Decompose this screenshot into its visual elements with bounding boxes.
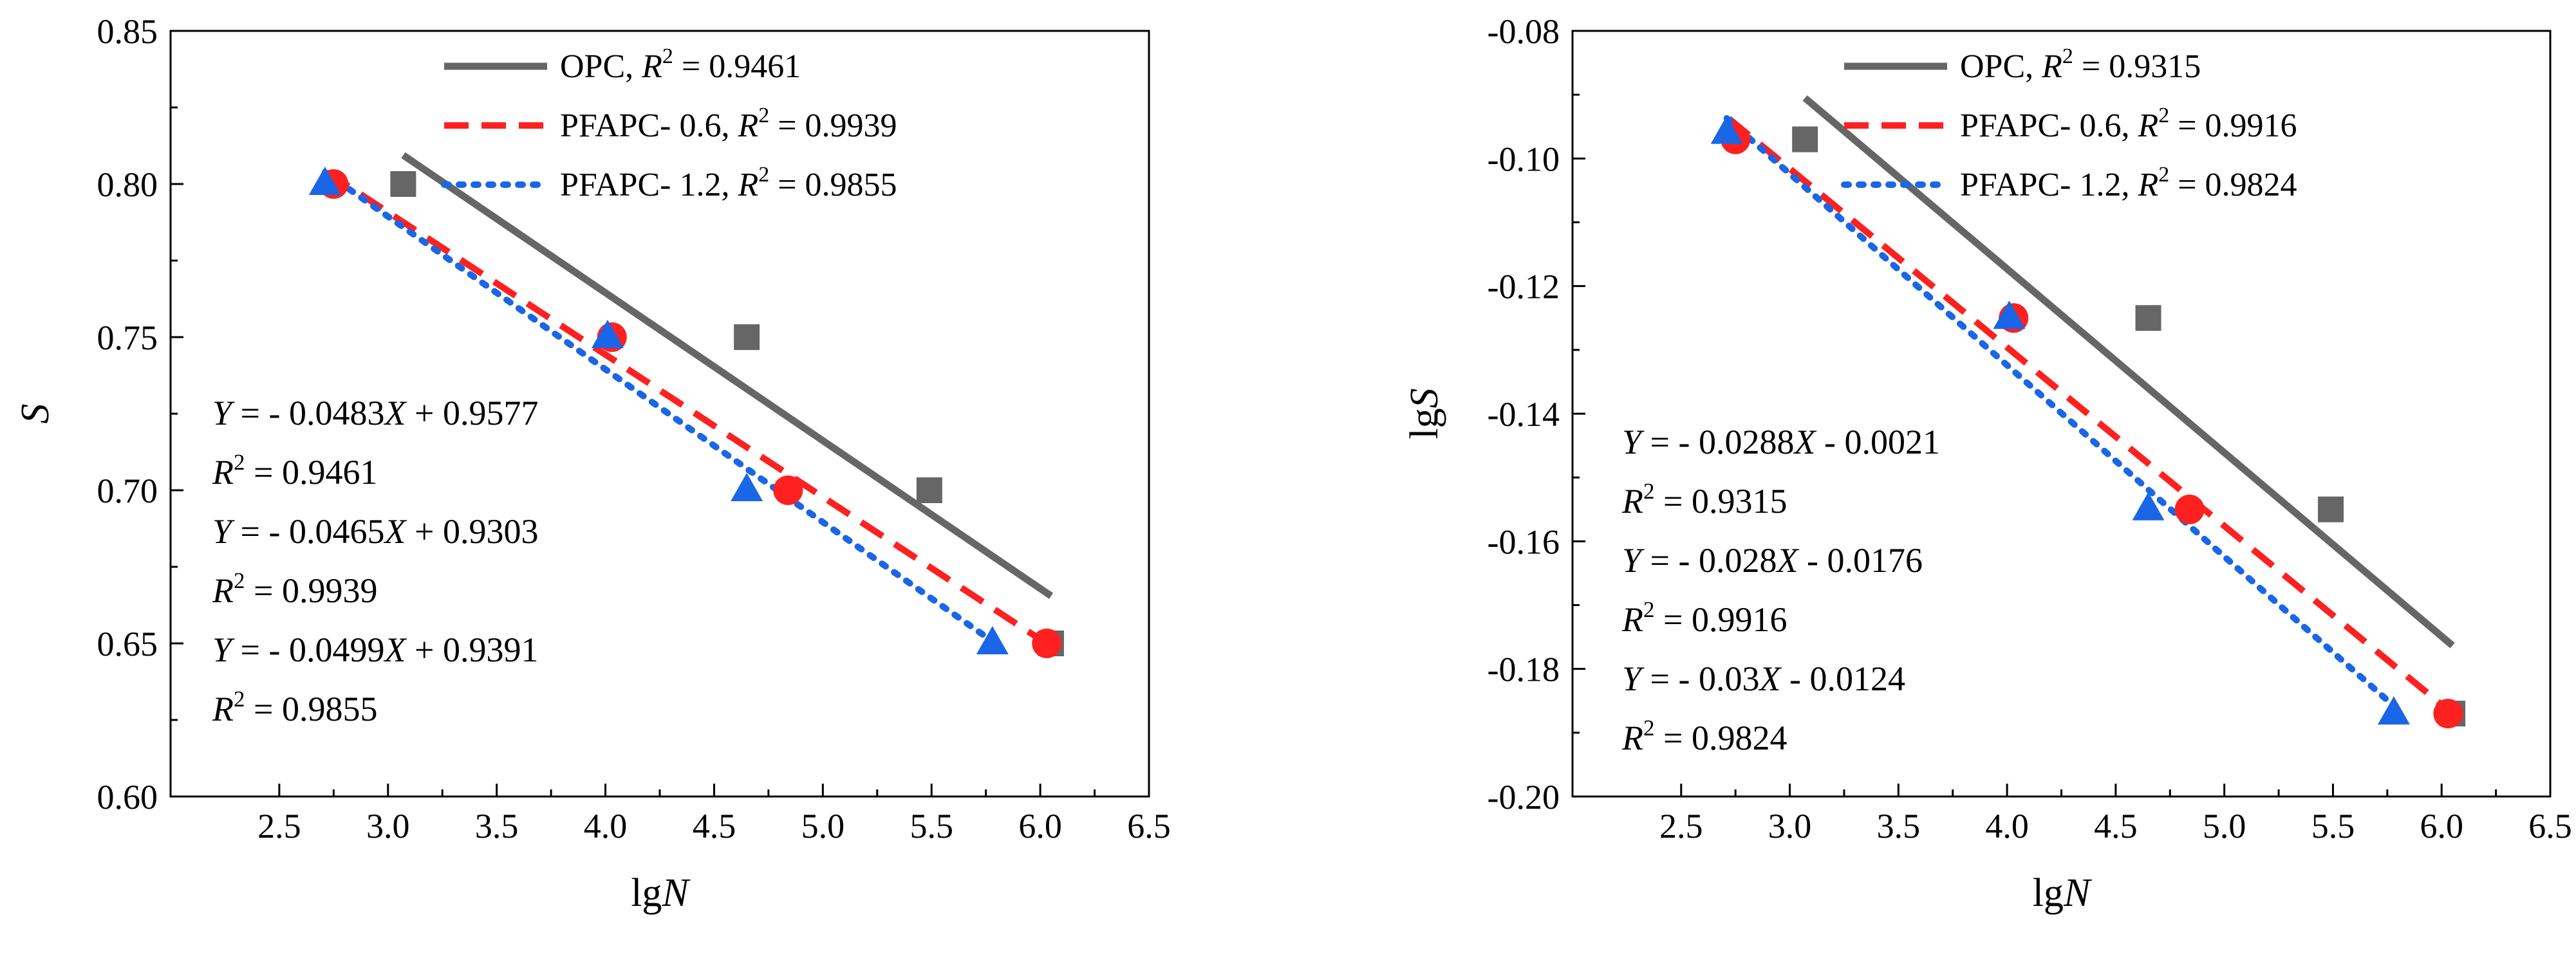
data-point xyxy=(1993,300,2026,329)
data-point xyxy=(773,475,803,505)
legend-entry: OPC, R2 = 0.9461 xyxy=(560,44,801,85)
y-tick-label: 0.80 xyxy=(97,165,158,204)
x-tick-label: 5.0 xyxy=(801,807,845,845)
legend-entry: PFAPC- 1.2, R2 = 0.9824 xyxy=(1960,163,2297,203)
x-tick-label: 3.5 xyxy=(1877,807,1921,845)
equation-annotation: Y = - 0.028X - 0.0176 xyxy=(1622,541,1923,580)
x-tick-label: 4.5 xyxy=(693,807,736,845)
y-tick-label: 0.75 xyxy=(97,318,158,357)
legend-entry: PFAPC- 0.6, R2 = 0.9916 xyxy=(1960,104,2297,144)
x-tick-label: 4.5 xyxy=(2094,807,2138,845)
equation-annotation: R2 = 0.9461 xyxy=(212,450,377,492)
y-axis-label: S xyxy=(14,404,57,424)
y-tick-label: -0.12 xyxy=(1488,268,1560,306)
x-tick-label: 3.5 xyxy=(475,807,519,845)
data-point xyxy=(734,324,760,350)
equation-annotation: R2 = 0.9939 xyxy=(212,568,377,610)
y-tick-label: -0.10 xyxy=(1488,140,1560,178)
equation-annotation: Y = - 0.0499X + 0.9391 xyxy=(212,631,538,669)
y-tick-label: 0.65 xyxy=(97,625,158,663)
equation-annotation: Y = - 0.0288X - 0.0021 xyxy=(1622,423,1940,461)
x-tick-label: 3.0 xyxy=(366,807,410,845)
y-tick-label: 0.60 xyxy=(97,778,158,816)
legend-entry: PFAPC- 0.6, R2 = 0.9939 xyxy=(560,104,897,144)
x-tick-label: 6.5 xyxy=(1127,807,1171,845)
x-tick-label: 2.5 xyxy=(1659,807,1703,845)
legend-entry: OPC, R2 = 0.9315 xyxy=(1960,44,2201,85)
x-axis-label: lgN xyxy=(631,871,691,915)
y-tick-label: -0.16 xyxy=(1488,522,1560,561)
chart-s-vs-lgn: 2.5 3.0 3.5 4.0 4.5 5.0 5.5 6.0 6.5 0.60 0.65 0.70 0… xyxy=(14,12,1171,915)
data-point xyxy=(976,626,1009,654)
data-point xyxy=(2433,699,2463,729)
y-tick-label: -0.18 xyxy=(1488,650,1560,689)
data-point xyxy=(2132,492,2165,520)
equation-annotation: Y = - 0.03X - 0.0124 xyxy=(1622,659,1905,698)
x-tick-label: 3.0 xyxy=(1768,807,1812,845)
y-tick-label: 0.70 xyxy=(97,472,158,510)
fit-line xyxy=(1802,95,2455,649)
fit-line xyxy=(321,169,996,645)
data-point xyxy=(2318,496,2344,522)
x-tick-label: 4.0 xyxy=(584,807,628,845)
data-point xyxy=(390,171,416,197)
data-point xyxy=(308,167,341,195)
data-point xyxy=(731,473,763,501)
equation-annotation: R2 = 0.9916 xyxy=(1621,597,1787,639)
fit-line xyxy=(325,169,1049,647)
y-tick-label: 0.85 xyxy=(97,12,158,51)
y-tick-label: -0.14 xyxy=(1488,395,1560,434)
data-point xyxy=(2377,696,2410,725)
x-tick-label: 6.5 xyxy=(2528,807,2572,845)
x-tick-label: 5.5 xyxy=(2311,807,2355,845)
x-tick-label: 6.0 xyxy=(1018,807,1062,845)
data-point xyxy=(1710,115,1743,144)
equation-annotation: Y = - 0.0483X + 0.9577 xyxy=(212,394,538,432)
y-axis-label: lgS xyxy=(1403,388,1446,439)
equation-annotation: R2 = 0.9855 xyxy=(212,686,377,728)
x-tick-label: 2.5 xyxy=(257,807,301,845)
y-tick-label: -0.08 xyxy=(1488,12,1560,51)
fit-line xyxy=(1726,116,2450,713)
fit-line xyxy=(1723,115,2397,710)
equation-annotation: R2 = 0.9315 xyxy=(1621,479,1787,520)
equation-annotation: Y = - 0.0465X + 0.9303 xyxy=(212,512,538,551)
x-tick-label: 5.5 xyxy=(910,807,953,845)
x-tick-label: 4.0 xyxy=(1985,807,2029,845)
data-point xyxy=(2135,305,2161,331)
x-tick-label: 5.0 xyxy=(2203,807,2246,845)
x-tick-label: 6.0 xyxy=(2420,807,2463,845)
data-point xyxy=(591,320,624,348)
fit-line xyxy=(401,152,1054,599)
equation-annotation: R2 = 0.9824 xyxy=(1621,715,1787,757)
legend-entry: PFAPC- 1.2, R2 = 0.9855 xyxy=(560,163,897,203)
chart-lgs-vs-lgn: 2.5 3.0 3.5 4.0 4.5 5.0 5.5 6.0 6.5 -0.20 -0.18 -0.… xyxy=(1403,12,2572,915)
data-point xyxy=(1032,629,1062,658)
x-axis-label: lgN xyxy=(2033,871,2093,915)
data-point xyxy=(916,477,942,503)
data-point xyxy=(1792,126,1818,152)
data-point xyxy=(2174,494,2205,524)
y-tick-label: -0.20 xyxy=(1488,778,1560,816)
